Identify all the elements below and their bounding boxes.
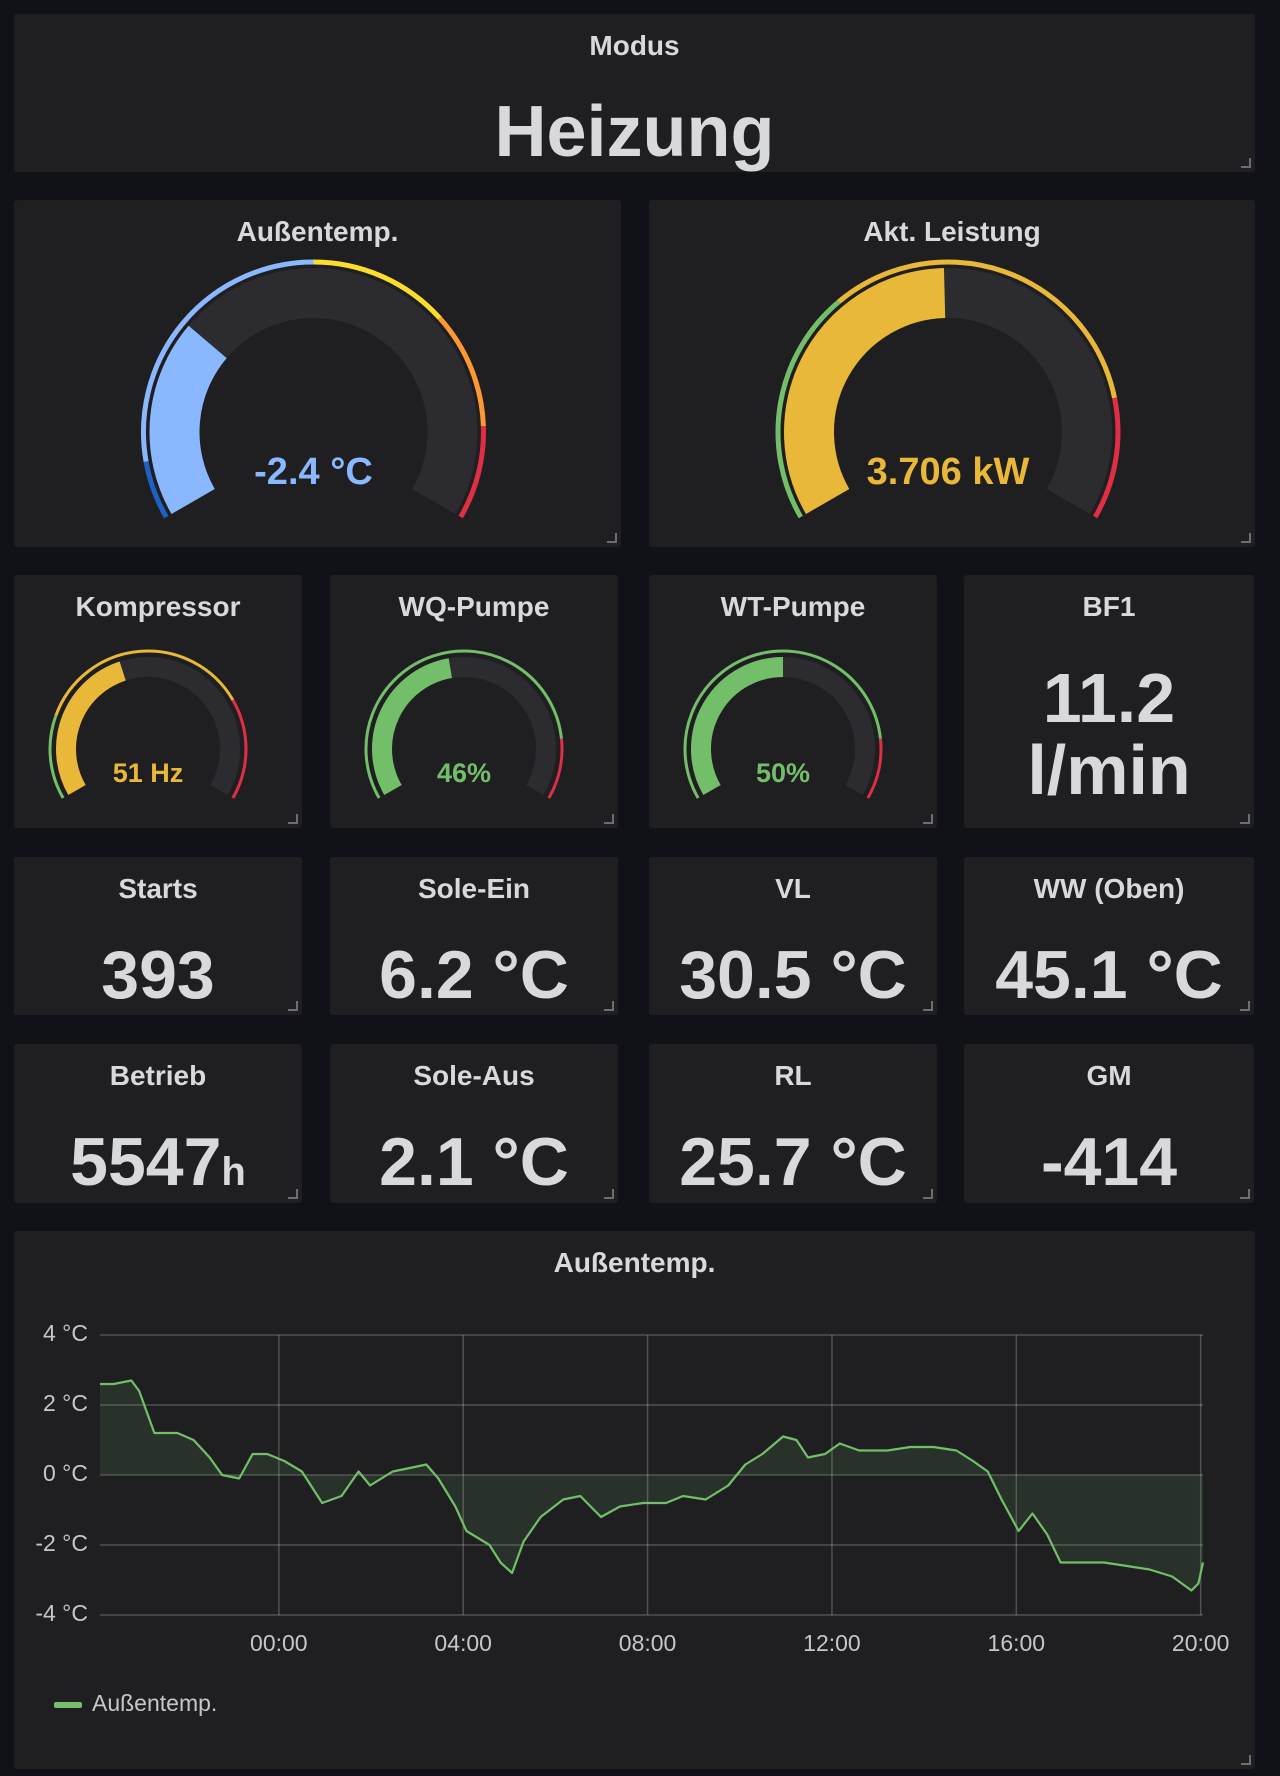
gauge-threshold (837, 259, 1117, 399)
gauge-threshold (364, 649, 563, 799)
stat-unit: h (221, 1150, 246, 1194)
line (100, 1379, 1205, 1592)
panel-title: VL (775, 873, 811, 904)
gauge-threshold (866, 738, 883, 799)
stat-panel: BF1 11.2 l/min (964, 575, 1254, 828)
panel-title: RL (774, 1060, 812, 1091)
gauge-value-label: 3.706 kW (867, 451, 1030, 493)
gauge-panel: Akt. Leistung 3.706 kW (649, 200, 1255, 547)
panel-title: Sole-Aus (413, 1060, 535, 1091)
panel-title: Betrieb (109, 1060, 207, 1091)
gauge-value-arc (149, 325, 228, 514)
gauge-threshold (143, 461, 169, 519)
legend-swatch (54, 1702, 82, 1708)
panel-title: BF1 (1082, 591, 1136, 622)
modus-panel: Modus Heizung (14, 14, 1255, 172)
chart: 4 °C 2 °C 0 °C -2 °C -4 °C 00:00 04:00 08:00 12:… (35, 1320, 1230, 1716)
panel-title: GM (1086, 1060, 1132, 1091)
gauge-panel: Außentemp. -2.4 °C (14, 200, 621, 547)
stat-value: 30.5 °C (679, 937, 907, 1013)
panel-title: WT-Pumpe (720, 591, 866, 622)
gauge-value-label: 46% (437, 758, 491, 788)
gauge-value-arc (56, 661, 127, 795)
panel-title: Kompressor (75, 591, 241, 622)
stat-value: Heizung (494, 92, 775, 172)
y-tick-label: -2 °C (35, 1530, 88, 1556)
x-tick-label: 08:00 (619, 1630, 677, 1656)
x-tick-label: 00:00 (250, 1630, 308, 1656)
panel-title: Starts (118, 873, 198, 904)
area-fill (100, 1380, 1203, 1591)
stat-value: 25.7 °C (679, 1124, 907, 1200)
stat-value: 11.2 (1042, 659, 1176, 737)
stat-value: 5547h (14, 1128, 302, 1196)
panel-title: Außentemp. (236, 216, 399, 247)
gauge-value-label: 51 Hz (113, 758, 184, 788)
y-tick-label: -4 °C (35, 1600, 88, 1626)
gauge-panel: WQ-Pumpe 46% (330, 575, 618, 828)
gauge-panel: WT-Pumpe 50% (649, 575, 937, 828)
gauge: 51 Hz (48, 649, 248, 799)
panel-title: Modus (589, 30, 680, 61)
gauge-threshold (547, 738, 564, 799)
gauge-panel: Kompressor 51 Hz (14, 575, 302, 828)
gauge-threshold (437, 316, 486, 427)
stat-panel: Sole-Ein 6.2 °C (330, 857, 618, 1015)
y-tick-label: 0 °C (43, 1460, 88, 1486)
gauge-value-arc (691, 657, 784, 795)
gauge-threshold (458, 425, 486, 519)
gauge-threshold (1093, 397, 1121, 519)
y-tick-label: 2 °C (43, 1390, 88, 1416)
gauge: 46% (364, 649, 564, 799)
gauge-threshold (231, 699, 248, 799)
gauge-value-label: 50% (756, 758, 810, 788)
gauge-threshold (775, 299, 841, 519)
y-tick-label: 4 °C (43, 1320, 88, 1346)
gauge-value-arc (372, 658, 453, 795)
gauge-threshold (54, 649, 235, 716)
chart-panel: Außentemp. 4 °C 2 °C 0 °C -2 °C -4 °C 00:00 04… (14, 1231, 1255, 1769)
stat-panel: GM -414 (964, 1044, 1254, 1203)
gauge: 50% (683, 649, 883, 799)
stat-panel: VL 30.5 °C (649, 857, 937, 1015)
stat-panel: Sole-Aus 2.1 °C (330, 1044, 618, 1203)
x-tick-label: 16:00 (988, 1630, 1046, 1656)
panel-title: WQ-Pumpe (398, 591, 550, 622)
stat-value: -414 (1040, 1124, 1178, 1200)
gauge-value-label: -2.4 °C (254, 451, 373, 493)
stat-value: 45.1 °C (995, 937, 1223, 1013)
gauge: -2.4 °C (141, 259, 486, 519)
gauge-threshold (48, 714, 65, 799)
panel-title: Sole-Ein (417, 873, 530, 904)
gauge: 3.706 kW (775, 259, 1121, 519)
x-tick-label: 04:00 (434, 1630, 492, 1656)
legend-label: Außentemp. (92, 1690, 217, 1716)
x-tick-label: 12:00 (803, 1630, 861, 1656)
panel-title: WW (Oben) (1033, 873, 1185, 904)
stat-panel: WW (Oben) 45.1 °C (964, 857, 1254, 1015)
stat-value: 2.1 °C (379, 1124, 569, 1200)
stat-value: 6.2 °C (379, 937, 569, 1013)
stat-value: 393 (101, 937, 215, 1013)
gauge-threshold (313, 259, 442, 320)
stat-panel: Betrieb 5547h (14, 1044, 302, 1203)
x-tick-label: 20:00 (1172, 1630, 1230, 1656)
stat-unit: l/min (1027, 731, 1191, 809)
stat-panel: RL 25.7 °C (649, 1044, 937, 1203)
gauge-threshold (683, 649, 882, 799)
chart-title: Außentemp. (553, 1247, 716, 1278)
stat-panel: Starts 393 (14, 857, 302, 1015)
gauge-value-arc (784, 268, 946, 514)
gauge-threshold (141, 259, 314, 462)
stat-number: 5547 (70, 1124, 222, 1200)
panel-title: Akt. Leistung (863, 216, 1041, 247)
